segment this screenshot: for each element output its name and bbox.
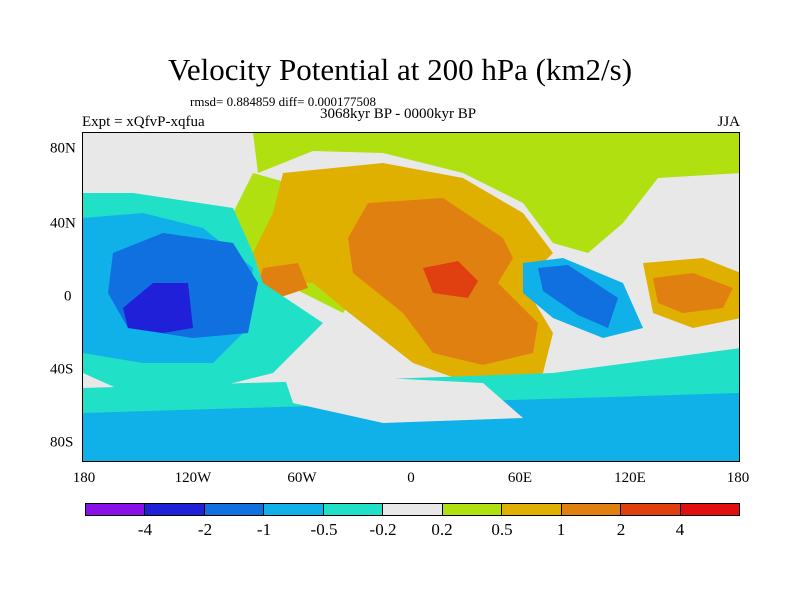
lat-label: 80N [50,140,76,157]
map-title: Velocity Potential at 200 hPa (km2/s) [167,52,633,87]
field-negative-min [123,283,193,333]
colorbar-label: -0.5 [310,520,338,539]
field-positive-low [253,133,739,253]
lon-label: 120W [174,470,212,486]
time-period: 3068kyr BP - 0000kyr BP [320,106,477,122]
colorbar-swatch [502,504,562,515]
colorbar-swatch [204,504,265,515]
colorbar-label: -4 [137,520,153,539]
colorbar [85,503,740,516]
lat-label: 80S [50,434,74,451]
colorbar-swatch [383,504,443,515]
map-field [83,133,739,461]
colorbar-label: 2 [616,520,626,539]
colorbar-swatch [621,504,681,515]
rmsd-diff-stats: rmsd= 0.884859 diff= 0.000177508 [190,94,376,109]
velocity-potential-map [82,132,740,462]
colorbar-label: -1 [256,520,272,539]
lon-label: 60E [507,470,533,486]
colorbar-label: -2 [197,520,213,539]
colorbar-swatch [264,504,324,515]
colorbar-label: 0.2 [431,520,453,539]
season-label: JJA [717,114,740,130]
field-positive-max [423,261,478,298]
colorbar-swatch [145,504,205,515]
lon-label: 180 [726,470,750,486]
colorbar-label: -0.2 [369,520,397,539]
colorbar-swatch [323,504,384,515]
lat-label: 40S [50,361,74,378]
experiment-label: Expt = xQfvP-xqfua [82,114,205,130]
colorbar-swatch [561,504,622,515]
colorbar-label: 0.5 [491,520,513,539]
lon-label: 180 [72,470,96,486]
colorbar-swatch [442,504,503,515]
lon-label: 0 [407,470,415,486]
colorbar-label: 1 [556,520,566,539]
lat-label: 40N [50,215,76,232]
lat-label: 0 [64,288,72,305]
colorbar-swatch [680,504,739,515]
colorbar-label: 4 [675,520,685,539]
lon-label: 60W [287,470,317,486]
colorbar-swatch [86,504,146,515]
lon-label: 120E [614,470,646,486]
